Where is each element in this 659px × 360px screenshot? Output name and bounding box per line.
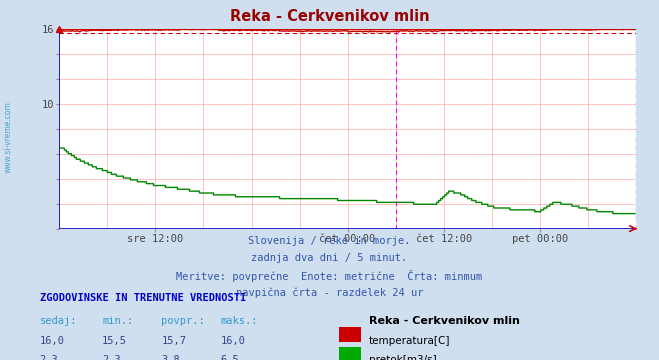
Text: ZGODOVINSKE IN TRENUTNE VREDNOSTI: ZGODOVINSKE IN TRENUTNE VREDNOSTI bbox=[40, 293, 246, 303]
Text: zadnja dva dni / 5 minut.: zadnja dva dni / 5 minut. bbox=[251, 253, 408, 263]
Text: povpr.:: povpr.: bbox=[161, 316, 205, 326]
Text: Reka - Cerkvenikov mlin: Reka - Cerkvenikov mlin bbox=[230, 9, 429, 24]
Text: temperatura[C]: temperatura[C] bbox=[369, 336, 451, 346]
Text: 15,5: 15,5 bbox=[102, 336, 127, 346]
Text: Meritve: povprečne  Enote: metrične  Črta: minmum: Meritve: povprečne Enote: metrične Črta:… bbox=[177, 270, 482, 282]
Text: 2,3: 2,3 bbox=[40, 355, 58, 360]
Text: 15,7: 15,7 bbox=[161, 336, 186, 346]
Text: min.:: min.: bbox=[102, 316, 133, 326]
Text: navpična črta - razdelek 24 ur: navpična črta - razdelek 24 ur bbox=[236, 288, 423, 298]
Text: Slovenija / reke in morje.: Slovenija / reke in morje. bbox=[248, 236, 411, 246]
Text: 2,3: 2,3 bbox=[102, 355, 121, 360]
Text: 16,0: 16,0 bbox=[221, 336, 246, 346]
Text: 16,0: 16,0 bbox=[40, 336, 65, 346]
Text: www.si-vreme.com: www.si-vreme.com bbox=[4, 101, 13, 173]
Text: pretok[m3/s]: pretok[m3/s] bbox=[369, 355, 437, 360]
Text: maks.:: maks.: bbox=[221, 316, 258, 326]
Text: sedaj:: sedaj: bbox=[40, 316, 77, 326]
Text: Reka - Cerkvenikov mlin: Reka - Cerkvenikov mlin bbox=[369, 316, 520, 326]
Text: 3,8: 3,8 bbox=[161, 355, 180, 360]
Text: 6,5: 6,5 bbox=[221, 355, 239, 360]
